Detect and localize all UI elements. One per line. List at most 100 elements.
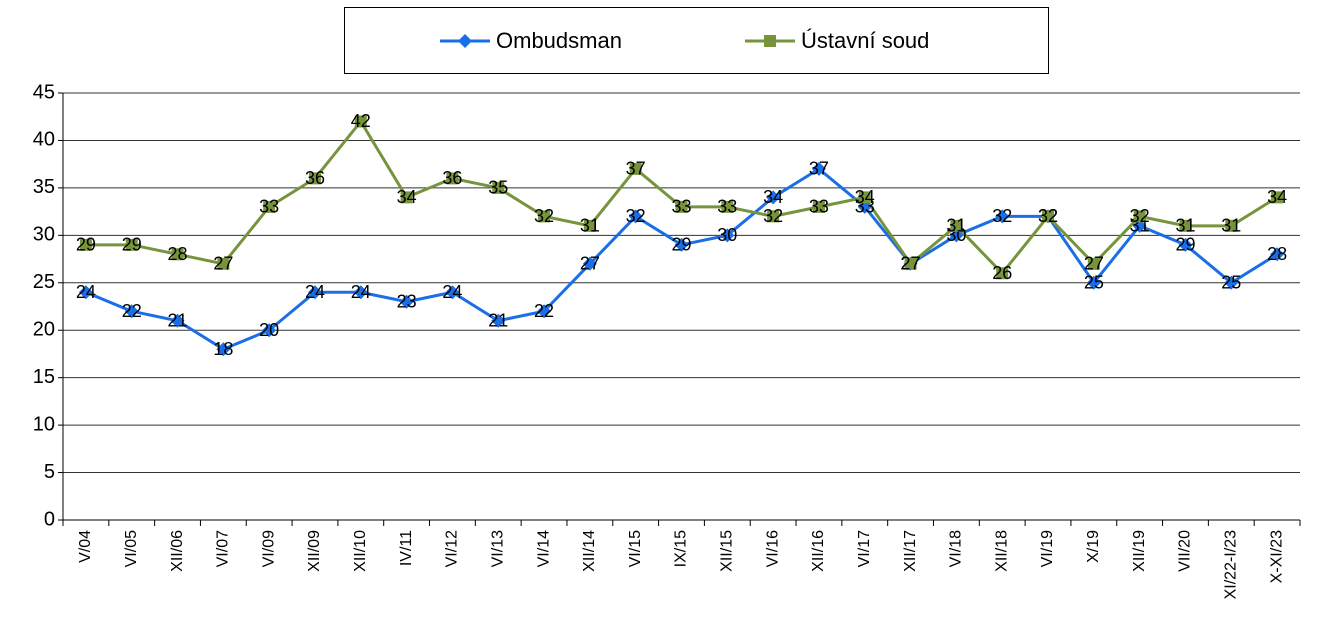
data-label: 31: [1221, 216, 1241, 236]
marker: [353, 285, 368, 300]
data-label: 32: [1038, 206, 1058, 226]
data-label: 28: [168, 244, 188, 264]
marker: [171, 248, 184, 261]
x-tick-label: XII/19: [1131, 530, 1148, 572]
y-tick-label: 10: [33, 413, 55, 435]
data-label: 25: [1221, 273, 1241, 293]
marker: [492, 181, 505, 194]
data-label: 34: [397, 187, 417, 207]
data-label: 34: [1267, 187, 1287, 207]
legend-label: Ústavní soud: [801, 28, 929, 53]
data-label: 33: [717, 197, 737, 217]
x-tick-label: VI/09: [260, 530, 277, 567]
marker: [308, 172, 321, 185]
marker: [262, 323, 277, 338]
marker: [767, 210, 780, 223]
x-tick-label: IV/11: [398, 530, 415, 566]
y-tick-label: 15: [33, 366, 55, 388]
data-label: 35: [488, 178, 508, 198]
x-tick-label: VI/18: [948, 530, 965, 567]
y-tick-label: 35: [33, 176, 55, 198]
x-tick-label: X/19: [1085, 530, 1102, 563]
data-label: 23: [397, 292, 417, 312]
x-tick-label: XII/14: [581, 530, 598, 572]
marker: [628, 209, 643, 224]
data-label: 24: [351, 282, 371, 302]
x-tick-label: VI/05: [123, 530, 140, 567]
data-label: 31: [946, 216, 966, 236]
x-tick-label: XII/16: [810, 530, 827, 572]
data-label: 34: [855, 187, 875, 207]
y-tick-label: 5: [44, 461, 55, 483]
data-label: 42: [351, 111, 371, 131]
data-label: 20: [259, 320, 279, 340]
data-label: 32: [763, 206, 783, 226]
data-label: 21: [168, 310, 188, 330]
marker: [812, 200, 825, 213]
x-tick-label: X-XI/23: [1268, 530, 1285, 583]
data-label: 21: [488, 310, 508, 330]
marker: [263, 200, 276, 213]
marker: [1086, 275, 1101, 290]
data-label: 27: [1084, 254, 1104, 274]
data-label: 26: [992, 263, 1012, 283]
data-label: 25: [1084, 273, 1104, 293]
legend-marker: [458, 34, 472, 48]
marker: [766, 190, 781, 205]
x-tick-label: XII/06: [169, 530, 186, 572]
marker: [1270, 247, 1285, 262]
marker: [445, 285, 460, 300]
marker: [399, 294, 414, 309]
data-label: 32: [626, 206, 646, 226]
marker: [538, 210, 551, 223]
x-tick-label: VI/16: [764, 530, 781, 567]
marker: [1087, 257, 1100, 270]
marker: [354, 115, 367, 128]
marker: [996, 267, 1009, 280]
data-label: 18: [213, 339, 233, 359]
marker: [1042, 210, 1055, 223]
marker: [79, 238, 92, 251]
marker: [1179, 219, 1192, 232]
data-label: 36: [442, 168, 462, 188]
x-tick-label: VI/14: [535, 530, 552, 567]
marker: [720, 228, 735, 243]
data-label: 32: [992, 206, 1012, 226]
marker: [216, 342, 231, 357]
data-label: 28: [1267, 244, 1287, 264]
x-tick-label: XII/09: [306, 530, 323, 572]
y-tick-label: 20: [33, 319, 55, 341]
data-label: 29: [671, 235, 691, 255]
legend-marker: [764, 35, 776, 47]
x-tick-label: XI/22-I/23: [1222, 530, 1239, 599]
data-label: 29: [76, 235, 96, 255]
marker: [78, 285, 93, 300]
marker: [446, 172, 459, 185]
data-label: 36: [305, 168, 325, 188]
x-tick-label: V/04: [77, 530, 94, 563]
y-tick-label: 30: [33, 224, 55, 246]
x-tick-label: VI/07: [215, 530, 232, 567]
data-label: 24: [76, 282, 96, 302]
data-label: 31: [580, 216, 600, 236]
marker: [858, 191, 871, 204]
data-label: 32: [534, 206, 554, 226]
marker: [811, 161, 826, 176]
marker: [125, 238, 138, 251]
marker: [217, 257, 230, 270]
marker: [400, 191, 413, 204]
legend-label: Ombudsman: [496, 28, 622, 53]
marker: [995, 209, 1010, 224]
marker: [950, 219, 963, 232]
y-tick-label: 25: [33, 271, 55, 293]
x-tick-label: VII/20: [1177, 530, 1194, 572]
data-label: 31: [1175, 216, 1195, 236]
data-label: 22: [534, 301, 554, 321]
marker: [1224, 275, 1239, 290]
x-tick-label: XII/10: [352, 530, 369, 572]
marker: [491, 313, 506, 328]
y-tick-label: 0: [44, 508, 55, 530]
data-label: 29: [1175, 235, 1195, 255]
x-tick-label: IX/15: [673, 530, 690, 567]
